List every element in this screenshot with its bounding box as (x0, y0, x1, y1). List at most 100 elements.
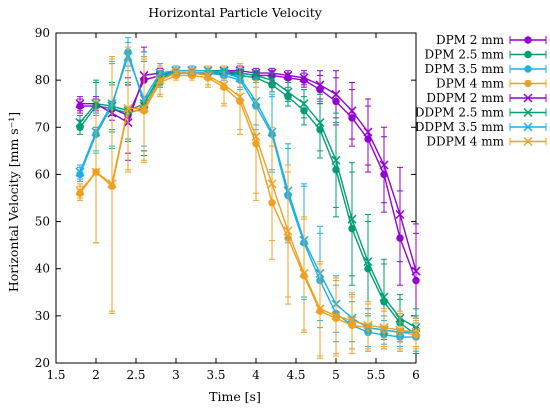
x-tick-label: 4.5 (286, 368, 305, 382)
marker-stroke (267, 75, 277, 85)
data-point (267, 179, 277, 189)
data-point (315, 80, 325, 90)
marker-stroke (139, 103, 149, 113)
marker-stroke (411, 266, 421, 276)
data-point (139, 103, 149, 113)
legend-entry: DDPM 4 mm (426, 135, 547, 149)
data-point (315, 118, 325, 128)
series-line (80, 72, 417, 281)
marker-stroke (523, 122, 533, 132)
data-point (75, 99, 85, 109)
marker-stroke (299, 99, 309, 109)
data-point (363, 320, 373, 330)
legend-label: DDPM 2 mm (426, 91, 504, 105)
data-point (203, 70, 213, 80)
marker-stroke (347, 106, 357, 116)
marker-stroke (219, 80, 229, 90)
data-point (235, 92, 245, 102)
data-point (411, 266, 421, 276)
y-tick-label: 70 (35, 120, 50, 134)
marker-stroke (315, 118, 325, 128)
marker-stroke (379, 292, 389, 302)
data-point (347, 214, 357, 224)
legend-label: DPM 4 mm (436, 77, 505, 91)
data-point (219, 80, 229, 90)
marker-stroke (363, 127, 373, 137)
data-point (395, 325, 405, 335)
marker-stroke (267, 179, 277, 189)
legend-entry: DPM 2.5 mm (425, 48, 547, 62)
data-point (299, 268, 309, 278)
data-point (331, 311, 341, 321)
data-point (379, 323, 389, 333)
legend-marker (524, 65, 532, 73)
x-tick-label: 2.5 (126, 368, 145, 382)
data-point (75, 118, 85, 128)
y-tick-label: 60 (35, 167, 50, 181)
data-point (91, 167, 101, 177)
data-point (251, 132, 261, 142)
data-point (347, 106, 357, 116)
y-tick-label: 30 (35, 309, 50, 323)
data-point (75, 186, 85, 196)
data-point (283, 70, 293, 80)
marker-stroke (523, 136, 533, 147)
marker-stroke (235, 92, 245, 102)
series-line (79, 49, 416, 338)
x-tick-label: 5.5 (366, 368, 385, 382)
marker-stroke (523, 93, 533, 103)
marker-stroke (283, 226, 293, 236)
marker-stroke (379, 323, 389, 333)
y-axis-label: Horizontal Velocity [mm s⁻¹] (6, 112, 21, 292)
marker-stroke (251, 132, 261, 142)
marker-stroke (75, 167, 85, 177)
axis-ticks: 1.5 2 2.5 3 3.5 4 4.5 5 5.5 6 20 30 40 50 60 70 80 90 (35, 26, 420, 382)
marker-stroke (283, 70, 293, 80)
marker-stroke (155, 75, 165, 85)
data-point (395, 209, 405, 220)
data-point (379, 292, 389, 302)
y-tick-label: 40 (35, 262, 50, 276)
series-line (79, 72, 417, 334)
marker-stroke (75, 186, 85, 196)
legend-marker (523, 93, 533, 103)
legend-entry: DPM 2 mm (436, 33, 547, 47)
series-line (80, 70, 417, 272)
chart-title: Horizontal Particle Velocity (148, 5, 322, 20)
legend-marker (524, 36, 532, 44)
marker-stroke (379, 160, 389, 170)
legend-label: DPM 3.5 mm (425, 62, 505, 76)
legend-entry: DDPM 2.5 mm (415, 106, 547, 120)
data-point (347, 316, 357, 326)
marker-stroke (171, 68, 181, 78)
marker-stroke (331, 311, 341, 321)
y-tick-label: 50 (35, 215, 50, 229)
series-line (79, 74, 417, 336)
marker-stroke (91, 167, 101, 177)
x-tick-label: 4 (252, 368, 260, 382)
legend-marker (524, 50, 532, 59)
x-tick-label: 6 (412, 368, 420, 382)
legend-entry: DPM 3.5 mm (425, 62, 547, 76)
legend-label: DPM 2 mm (436, 33, 505, 47)
series-line (79, 70, 417, 329)
marker-stroke (395, 325, 405, 335)
series-layer (75, 37, 421, 359)
legend-label: DDPM 3.5 mm (415, 120, 505, 134)
x-axis-label: Time [s] (209, 389, 261, 404)
marker-stroke (299, 268, 309, 278)
legend-marker (523, 107, 533, 118)
data-point (331, 155, 341, 165)
legend-label: DDPM 4 mm (426, 135, 504, 149)
marker-stroke (75, 118, 85, 128)
legend-marker (523, 136, 533, 147)
marker-stroke (107, 179, 117, 189)
marker-stroke (523, 107, 533, 118)
marker-stroke (299, 73, 309, 83)
y-tick-label: 20 (35, 356, 50, 370)
data-point (363, 257, 373, 267)
legend-entry: DDPM 3.5 mm (415, 120, 547, 134)
legend-entry: DDPM 2 mm (426, 91, 547, 105)
plot-frame (55, 32, 417, 364)
